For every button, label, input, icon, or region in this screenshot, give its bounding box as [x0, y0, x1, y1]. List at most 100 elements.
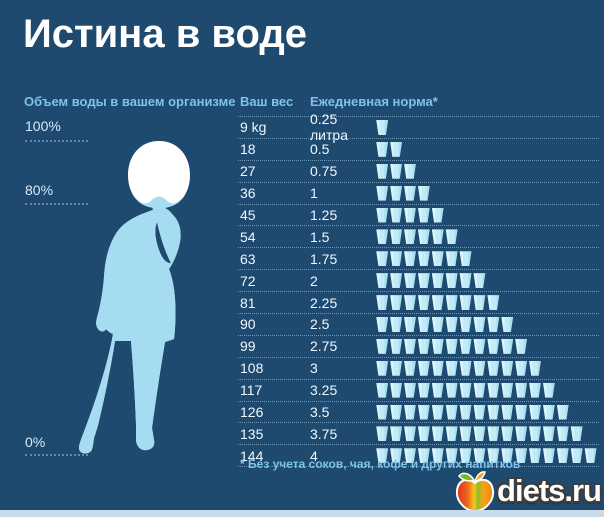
cup-icon	[473, 338, 486, 354]
cup-icon	[529, 448, 541, 464]
table-row: 99 2.75	[238, 336, 599, 358]
cup-icon	[542, 448, 555, 464]
cup-icon	[390, 185, 403, 201]
cup-icon	[515, 426, 528, 442]
cup-icon	[390, 404, 403, 420]
weight-value: 81	[240, 294, 256, 311]
norm-value: 2	[310, 272, 318, 289]
table-header: Ваш вес Ежедневная норма*	[238, 94, 599, 117]
scale-label-0: 0%	[25, 434, 46, 450]
weight-value: 117	[240, 382, 263, 399]
cup-icon	[501, 338, 514, 354]
cup-icon	[501, 426, 514, 442]
woman-silhouette-water-chart	[79, 141, 190, 454]
cup-icon	[417, 426, 430, 442]
cup-icon	[487, 426, 500, 442]
weight-value: 63	[240, 250, 256, 267]
table-row: 9 kg 0.25 литра	[238, 111, 599, 143]
cups-group	[376, 426, 583, 442]
cup-icon	[445, 338, 458, 354]
cup-icon	[390, 163, 403, 179]
cup-icon	[487, 448, 500, 464]
norm-value: 2.75	[310, 338, 338, 355]
cup-icon	[529, 382, 541, 398]
norm-value: 3.75	[310, 425, 338, 442]
cups-group	[376, 141, 403, 157]
cup-icon	[417, 404, 430, 420]
cup-icon	[417, 185, 430, 201]
norm-value: 3	[310, 360, 318, 377]
cup-icon	[459, 404, 472, 420]
cups-group	[376, 163, 416, 179]
cups-group	[376, 316, 514, 332]
cup-icon	[445, 229, 458, 245]
cup-icon	[417, 360, 430, 376]
cup-icon	[473, 360, 486, 376]
cup-icon	[417, 316, 430, 332]
cup-icon	[431, 316, 444, 332]
cups-group	[376, 295, 500, 311]
cup-icon	[404, 448, 416, 464]
cup-icon	[473, 273, 486, 289]
cup-icon	[515, 382, 528, 398]
weight-value: 108	[240, 360, 264, 377]
norm-value: 1.25	[310, 207, 338, 223]
cups-group	[376, 382, 555, 398]
cup-icon	[445, 273, 458, 289]
cup-icon	[404, 251, 416, 267]
cups-group	[376, 273, 486, 289]
cup-icon	[431, 229, 444, 245]
cup-icon	[459, 338, 472, 354]
table-row: 81 2.25	[238, 292, 599, 315]
cups-group	[376, 185, 430, 201]
cup-icon	[390, 338, 403, 354]
cup-icon	[487, 295, 500, 311]
cup-icon	[417, 273, 430, 289]
cups-group	[376, 119, 389, 135]
cup-icon	[417, 338, 430, 354]
cup-icon	[473, 404, 486, 420]
cup-icon	[404, 273, 416, 289]
cups-group	[376, 251, 472, 267]
cups-group	[376, 207, 444, 223]
cup-icon	[501, 404, 514, 420]
cup-icon	[459, 251, 472, 267]
cup-icon	[417, 448, 430, 464]
cup-icon	[404, 338, 416, 354]
cup-icon	[376, 382, 389, 398]
cup-icon	[529, 360, 541, 376]
cup-icon	[570, 448, 583, 464]
scale-line-100	[25, 140, 88, 142]
table-row: 135 3.75	[238, 423, 599, 446]
weight-value: 126	[240, 404, 264, 421]
norm-value: 2.25	[310, 294, 338, 311]
scale-label-80: 80%	[25, 182, 54, 198]
footnote: * Без учета соков, чая, кофе и других на…	[240, 457, 521, 471]
cup-icon	[473, 448, 486, 464]
cup-icon	[376, 316, 389, 332]
cup-icon	[459, 360, 472, 376]
cup-icon	[473, 295, 486, 311]
cup-icon	[431, 360, 444, 376]
cups-group	[376, 448, 597, 464]
cup-icon	[556, 448, 569, 464]
cup-icon	[445, 295, 458, 311]
table-row: 45 1.25	[238, 205, 599, 227]
logo-text: diets.ru	[497, 473, 602, 508]
bottom-strip	[0, 510, 604, 517]
diets-ru-logo: diets.ru	[453, 468, 602, 514]
table-row: 117 3.25	[238, 380, 599, 402]
cup-icon	[473, 426, 486, 442]
cup-icon	[390, 273, 403, 289]
table-row: 90 2.5	[238, 314, 599, 336]
cup-icon	[487, 316, 500, 332]
cup-icon	[501, 360, 514, 376]
cup-icon	[376, 207, 389, 223]
norm-value: 2.5	[310, 316, 330, 333]
cup-icon	[404, 382, 416, 398]
cup-icon	[431, 207, 444, 223]
cups-group	[376, 404, 569, 420]
cup-icon	[404, 229, 416, 245]
water-norm-table: Ваш вес Ежедневная норма* 9 kg 0.25 литр…	[238, 94, 599, 468]
